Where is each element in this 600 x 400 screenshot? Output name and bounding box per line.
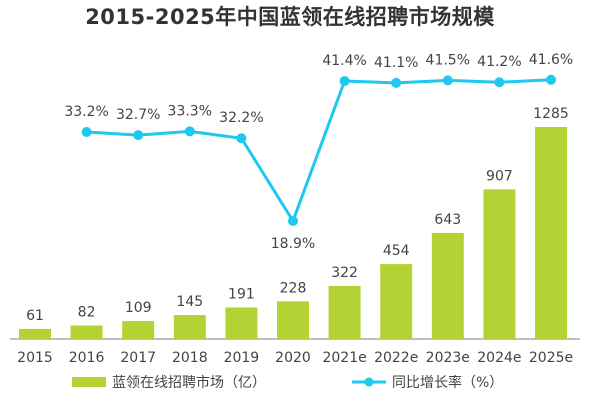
bar-value-label: 322 [331,265,358,281]
growth-point [81,127,92,138]
growth-point [494,77,505,88]
bar-value-label: 907 [486,168,513,184]
legend-label-bar: 蓝领在线招聘市场（亿） [112,375,266,391]
growth-value-label: 41.1% [374,55,418,71]
growth-value-label: 33.2% [64,104,108,120]
x-tick-label: 2025e [529,350,573,366]
bar [483,189,516,339]
x-tick-label: 2023e [426,350,470,366]
growth-point [133,130,144,141]
bar-value-label: 61 [26,308,44,324]
x-tick-label: 2024e [477,350,521,366]
x-tick-label: 2019 [224,350,260,366]
bar [70,325,103,339]
x-tick-label: 2022e [374,350,418,366]
growth-point [339,76,350,86]
growth-point [442,75,453,86]
bar-value-label: 145 [176,294,203,310]
growth-point [546,74,556,85]
growth-value-label: 41.6% [529,52,573,68]
growth-value-label: 32.7% [116,107,160,123]
growth-point [184,126,195,137]
growth-value-label: 41.4% [322,53,366,69]
bar [225,307,258,339]
x-tick-label: 2018 [172,350,208,366]
bar-value-label: 643 [434,212,461,228]
growth-value-label: 32.2% [219,110,263,126]
bar-value-label: 454 [383,243,410,259]
growth-point [391,77,402,88]
legend-item-line: 同比增长率（%） [352,372,503,392]
legend-item-bar: 蓝领在线招聘市场（亿） [72,372,266,392]
growth-line [86,78,552,225]
legend-label-line: 同比增长率（%） [392,375,504,391]
bar [277,301,309,339]
growth-value-label: 33.3% [168,103,212,119]
legend-swatch-line [352,377,386,387]
bar [380,264,413,339]
legend-swatch-bar [72,377,106,387]
growth-value-label: 41.5% [426,52,470,68]
bar-value-label: 191 [228,286,255,302]
x-tick-label: 2016 [69,350,105,366]
bar [19,328,51,339]
chart-title: 2015-2025年中国蓝领在线招聘市场规模 [85,5,495,29]
x-tick-label: 2015 [17,350,53,366]
x-tick-label: 2020 [275,350,311,366]
bar [122,321,155,339]
bar-value-label: 109 [125,300,152,316]
bar [431,232,464,339]
x-tick-label: 2021e [322,350,366,366]
bar [535,127,567,339]
bar-value-label: 82 [78,304,96,320]
x-tick-label: 2017 [120,350,156,366]
bar-value-label: 228 [280,280,307,296]
growth-value-label: 41.2% [477,54,521,70]
bar [173,315,206,339]
growth-value-label: 18.9% [271,236,315,252]
growth-point [236,133,247,144]
bar [328,285,361,339]
bar-value-label: 1285 [533,106,569,122]
growth-point [288,215,298,226]
